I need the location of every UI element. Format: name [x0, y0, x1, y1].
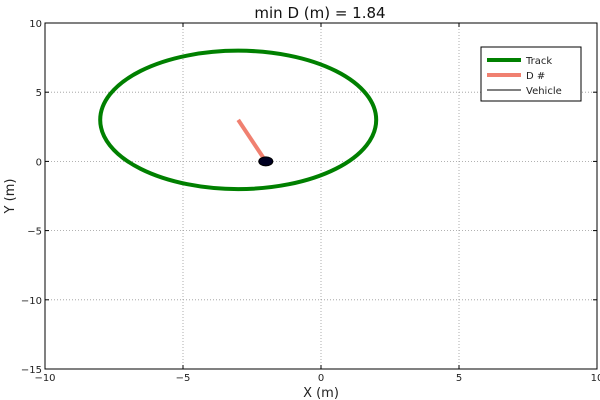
y-axis-label: Y (m): [3, 179, 18, 215]
y-tick-label: 10: [29, 19, 42, 30]
y-tick-label: 0: [36, 157, 42, 168]
series: [98, 48, 379, 192]
distance-segment: [236, 118, 268, 163]
chart-title: min D (m) = 1.84: [254, 4, 385, 22]
x-tick-label: −5: [176, 373, 191, 384]
vehicle-marker: [258, 156, 274, 167]
x-tick-label: 0: [318, 373, 324, 384]
y-tick-label: −5: [27, 227, 42, 238]
y-tick-label: −15: [21, 365, 42, 376]
x-axis-label: X (m): [303, 386, 339, 400]
legend-distance-label: D #: [526, 71, 545, 82]
x-tick-label: 10: [591, 373, 600, 384]
legend-vehicle-label: Vehicle: [526, 86, 562, 97]
legend-track-label: Track: [525, 56, 552, 67]
x-tick-label: −10: [34, 373, 55, 384]
y-tick-label: 5: [36, 88, 42, 99]
grid: [45, 23, 597, 369]
track-ellipse: [98, 48, 379, 192]
x-tick-label: 5: [456, 373, 462, 384]
legend: Track D # Vehicle: [480, 46, 582, 102]
y-tick-label: −10: [21, 296, 42, 307]
